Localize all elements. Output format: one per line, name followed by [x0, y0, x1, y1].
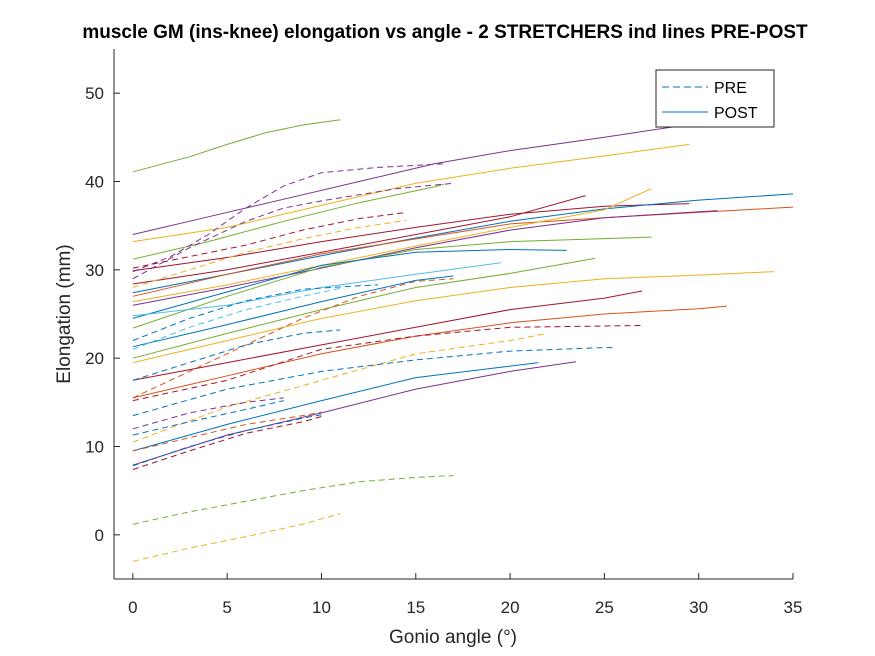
x-ticks: 0 5 10 15 20 25 30 35 [128, 573, 802, 617]
y-tick-label: 50 [85, 84, 104, 103]
series-line-dashed-32 [132, 400, 284, 436]
series-line-solid-9 [132, 210, 718, 306]
series-line-dashed-21 [132, 182, 454, 280]
y-tick-label: 10 [85, 438, 104, 457]
series-line-dashed-25 [132, 278, 454, 399]
series-line-solid-2 [132, 143, 690, 243]
series-line-dashed-31 [132, 397, 284, 430]
series-line-dashed-29 [132, 332, 548, 443]
series-line-solid-15 [132, 262, 501, 317]
series-line-dashed-22 [132, 219, 407, 288]
series-line-solid-13 [132, 271, 775, 364]
series-line-dashed-20 [132, 163, 445, 273]
series-line-solid-16 [132, 290, 643, 381]
legend: PRE POST [655, 69, 775, 128]
series-line-solid-4 [132, 203, 690, 272]
x-tick-label: 10 [312, 598, 331, 617]
series-line-dashed-35 [132, 416, 322, 470]
series-line-solid-7 [132, 195, 586, 285]
y-tick-label: 30 [85, 261, 104, 280]
x-tick-label: 35 [784, 598, 803, 617]
y-tick-label: 40 [85, 173, 104, 192]
series-line-solid-8 [132, 188, 652, 303]
series-line-solid-6 [132, 206, 793, 297]
y-tick-label: 20 [85, 349, 104, 368]
series-line-solid-11 [132, 248, 567, 319]
plot-area [114, 49, 793, 579]
x-tick-label: 5 [222, 598, 231, 617]
series-layer [132, 119, 793, 562]
x-tick-label: 0 [128, 598, 137, 617]
y-tick-label: 0 [95, 526, 104, 545]
series-line-dashed-24 [132, 284, 379, 341]
legend-label-post: POST [714, 105, 758, 122]
series-line-solid-12 [132, 257, 596, 359]
series-line-dashed-26 [132, 287, 341, 350]
series-line-dashed-23 [132, 211, 407, 269]
x-axis-label: Gonio angle (°) [389, 627, 517, 648]
legend-box [655, 69, 775, 128]
series-line-dashed-36 [132, 475, 454, 525]
series-line-solid-14 [132, 275, 454, 348]
series-line-solid-0 [132, 119, 341, 173]
series-line-solid-17 [132, 305, 728, 399]
x-tick-label: 15 [406, 598, 425, 617]
series-line-solid-1 [132, 123, 699, 235]
series-line-dashed-28 [132, 325, 643, 402]
chart-title: muscle GM (ins-knee) elongation vs angle… [82, 22, 808, 43]
y-axis-label: Elongation (mm) [54, 244, 75, 383]
x-tick-label: 20 [501, 598, 520, 617]
x-tick-label: 25 [595, 598, 614, 617]
series-line-solid-18 [132, 362, 539, 452]
y-ticks: 0 10 20 30 40 50 [85, 84, 120, 545]
x-tick-label: 30 [689, 598, 708, 617]
series-line-dashed-37 [132, 513, 341, 562]
series-line-dashed-34 [132, 414, 322, 467]
legend-label-pre: PRE [714, 80, 747, 97]
